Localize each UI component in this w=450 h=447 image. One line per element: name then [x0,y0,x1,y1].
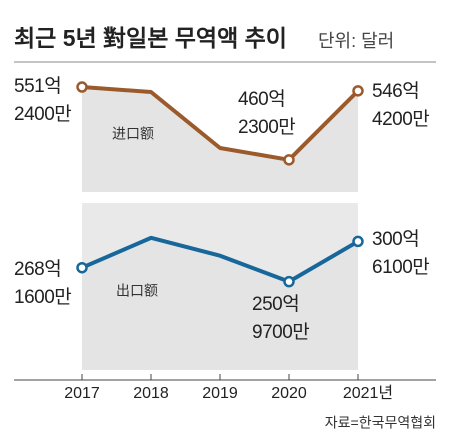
value-label: 546억 [372,80,419,102]
value-label: 1600만 [14,286,71,308]
point [352,235,364,248]
point [283,154,295,166]
area [82,237,358,370]
point [76,261,88,274]
value-label: 2300만 [238,116,295,138]
point [352,85,364,97]
chart-title: 최근 5년 對일본 무역액 추이 [14,25,287,51]
x-tick-label: 2018 [133,385,169,402]
value-label: 551억 [14,75,61,97]
x-tick-label: 2020 [271,385,307,402]
value-label: 2400만 [14,103,71,125]
value-label: 300억 [372,228,419,250]
x-tick-label: 2017 [64,385,100,402]
value-label: 250억 [252,293,299,315]
series-name: 进口额 [112,126,154,142]
chart-subtitle: 단위: 달러 [318,31,394,51]
value-label: 9700만 [252,321,309,343]
area [82,87,358,192]
value-label: 6100만 [372,256,429,278]
point [283,275,295,288]
x-tick-label: 2019 [202,385,238,402]
x-tick-label: 2021년 [343,384,393,402]
value-label: 4200만 [372,108,429,130]
value-label: 268억 [14,258,61,280]
point [76,81,88,93]
line [81,85,360,162]
line [81,235,360,284]
series-name: 出口额 [116,283,158,299]
source: 자료=한국무역협회 [325,415,436,431]
value-label: 460억 [238,88,285,110]
